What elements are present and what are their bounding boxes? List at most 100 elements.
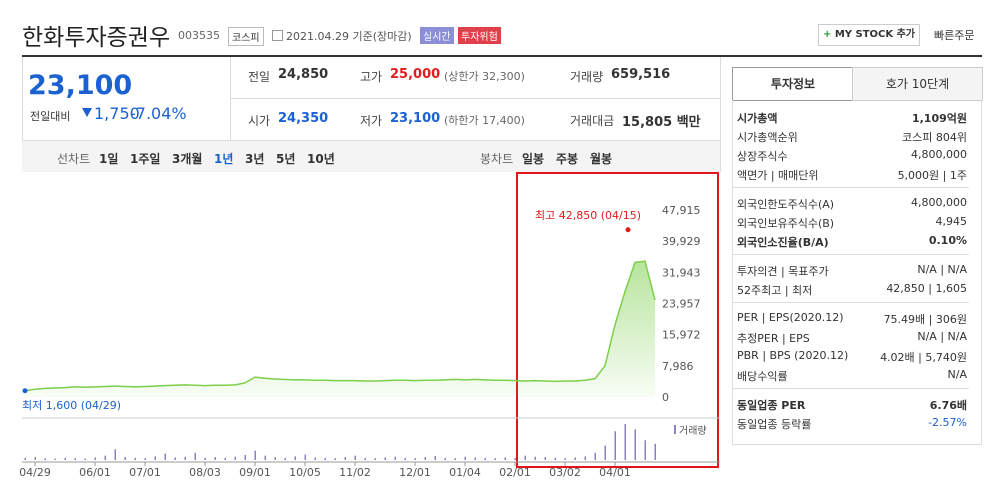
volume-bar [144,458,146,460]
period-tab[interactable]: 1일 [99,152,119,166]
volume-bar [504,457,506,460]
divider [230,57,231,141]
tab-label: 봉차트 [480,152,514,166]
volume-bar [74,458,76,460]
volume-bar [584,456,586,460]
x-tick-label: 12/01 [399,466,431,479]
info-value: 4,800,000 [911,148,967,161]
volume-bar [404,457,406,460]
quote-label: 거래량 [570,70,604,84]
volume-bar [54,458,56,460]
info-label: 동일업종 PER [737,399,806,412]
info-row: 배당수익률 N/A [733,367,967,386]
volume-bar [424,457,426,460]
info-row: 외국인보유주식수(B) 4,945 [733,214,967,233]
volume-bar [94,457,96,460]
y-tick-label: 23,957 [662,298,701,311]
x-tick-label: 11/02 [339,466,371,479]
volume-bar [464,456,466,460]
period-tab[interactable]: 3년 [245,152,265,166]
quote-value: 659,516 [611,67,671,82]
volume-bar [614,431,616,460]
info-row: PER | EPS(2020.12) 75.49배 | 306원 [733,310,967,329]
volume-bar [304,454,306,460]
volume-bar [34,457,36,460]
quote-label: 저가 [360,114,383,128]
info-label: 투자의견 | 목표주가 [737,265,829,278]
candle-tab[interactable]: 주봉 [556,152,579,166]
badge: 실시간 [420,27,454,44]
info-value: N/A | N/A [917,263,967,276]
info-tab[interactable]: 투자정보 [732,67,854,100]
period-tab[interactable]: 1주일 [130,152,161,166]
volume-bar [564,458,566,460]
x-tick-label: 01/04 [449,466,481,479]
period-tab[interactable]: 1년 [214,152,234,166]
mystock-button[interactable]: + MY STOCK 추가 [818,24,920,46]
volume-bar [64,457,66,460]
info-label: 추정PER | EPS [737,332,810,345]
volume-bar [624,424,626,460]
info-divider [733,388,969,389]
info-value: N/A [947,368,967,381]
x-tick-label: 04/29 [19,466,51,479]
volume-bar [284,457,286,460]
period-tab[interactable]: 10년 [307,152,335,166]
info-label: 동일업종 등락률 [737,418,812,431]
info-row: 상장주식수 4,800,000 [733,147,967,166]
volume-bar [104,455,106,460]
x-tick-label: 02/01 [499,466,531,479]
y-tick-label: 7,986 [662,360,694,373]
market: 코스피 [228,27,264,46]
quote-label: 거래대금 [570,114,615,128]
volume-bar [254,450,256,460]
candle-tab[interactable]: 일봉 [522,152,545,166]
x-tick-label: 04/01 [599,466,631,479]
volume-bar [434,456,436,460]
high-label: 최고 42,850 (04/15) [535,209,641,222]
volume-bar [644,440,646,460]
quote-note: (하한가 17,400) [444,114,525,127]
volume-legend: 거래량 [679,425,707,437]
period-tab[interactable]: 3개월 [172,152,203,166]
quote-label: 전일 [248,70,271,84]
tab-label: 선차트 [57,152,91,166]
info-label: 배당수익률 [737,370,788,383]
volume-bar [544,457,546,460]
volume-bar [314,457,316,460]
x-tick-label: 09/01 [239,466,271,479]
info-row: PBR | BPS (2020.12) 4.02배 | 5,740원 [733,348,967,367]
info-tab[interactable]: 호가 10단계 [852,67,983,101]
volume-bar [234,456,236,460]
chart: 0 7,986 15,972 23,957 31,943 39,929 47,915 04/2… [19,172,720,479]
header-rule [22,55,982,57]
volume-bar [634,429,636,460]
volume-bar [194,452,196,460]
volume-bar [394,456,396,460]
volume-bar [604,445,606,460]
info-divider [733,187,969,188]
info-label: 시가총액 [737,112,778,125]
info-value: 0.10% [928,234,967,247]
quick-order[interactable]: 빠른주문 [934,29,975,42]
tab-bar [22,140,720,172]
volume-bar [214,457,216,460]
change-label: 전일대비 [30,110,71,123]
period-tab[interactable]: 5년 [276,152,296,166]
volume-bar [534,456,536,460]
info-row: 외국인소진율(B/A) 0.10% [733,233,967,252]
info-row: 동일업종 PER 6.76배 [733,396,967,415]
volume-bar [244,454,246,460]
volume-bar [274,457,276,460]
volume-bar [324,457,326,460]
info-row: 52주최고 | 최저 42,850 | 1,605 [733,281,967,300]
info-label: PBR | BPS (2020.12) [737,349,849,362]
info-label: 52주최고 | 최저 [737,284,813,297]
info-label: 외국인한도주식수(A) [737,198,835,211]
volume-bar [444,457,446,460]
info-value: 1,109억원 [911,112,967,125]
candle-tab[interactable]: 월봉 [590,152,613,166]
quote-label: 고가 [360,70,383,84]
volume-bar [134,457,136,460]
